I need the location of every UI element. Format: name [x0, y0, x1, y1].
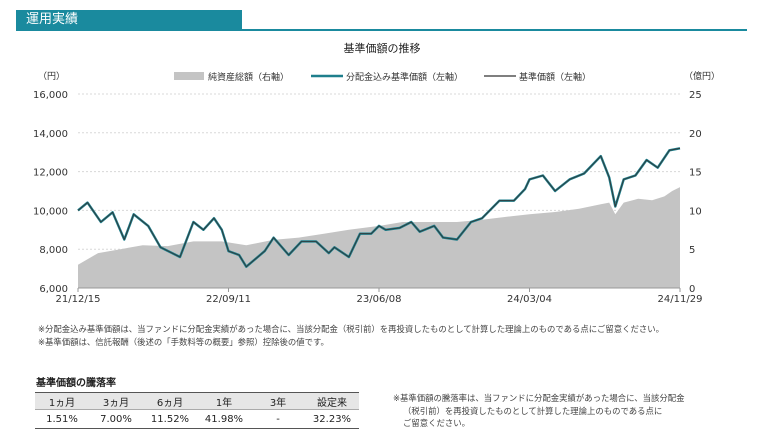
performance-title: 基準価額の騰落率 — [36, 378, 116, 389]
performance-value-row: 1.51% 7.00% 11.52% 41.98% - 32.23% — [35, 409, 359, 429]
x-tick-label: 24/11/29 — [658, 294, 703, 305]
x-tick-label: 21/12/15 — [56, 294, 101, 305]
value-1m: 1.51% — [35, 409, 89, 429]
legend-label-net-assets: 純資産総額（右軸） — [208, 71, 289, 83]
header-3m: 3ヵ月 — [89, 392, 143, 410]
performance-note: ※基準価額の騰落率は、当ファンドに分配金実績があった場合に、当該分配金 （税引前… — [393, 392, 685, 430]
right-tick-label: 10 — [689, 206, 702, 217]
section-header-bar — [16, 10, 242, 30]
performance-note-line-1: ※基準価額の騰落率は、当ファンドに分配金実績があった場合に、当該分配金 — [393, 393, 685, 403]
right-axis-unit: （億円） — [684, 70, 720, 82]
x-tick-label: 23/06/08 — [357, 294, 402, 305]
footnote-2: ※基準価額は、信託報酬（後述の「手数料等の概要」参照）控除後の値です。 — [38, 337, 329, 347]
right-tick-label: 20 — [689, 129, 702, 140]
left-tick-label: 16,000 — [33, 90, 68, 101]
value-1y: 41.98% — [197, 409, 251, 429]
net-assets-area — [78, 187, 680, 288]
performance-note-line-2: （税引前）を再投資したものとして計算した理論上のものである点に — [403, 405, 663, 416]
header-since-inception: 設定来 — [305, 392, 359, 410]
right-axis-ticks: 25 20 15 10 5 0 — [689, 90, 702, 295]
legend-swatch-net-assets — [174, 72, 204, 80]
left-tick-label: 8,000 — [39, 245, 68, 256]
performance-table: 1ヵ月 3ヵ月 6ヵ月 1年 3年 設定来 1.51% 7.00% 11.52%… — [35, 392, 359, 429]
left-tick-label: 6,000 — [39, 284, 68, 295]
header-6m: 6ヵ月 — [143, 392, 197, 410]
section-title: 運用実績 — [26, 12, 79, 27]
right-tick-label: 0 — [689, 284, 695, 295]
left-axis-ticks: 16,000 14,000 12,000 10,000 8,000 6,000 — [33, 90, 68, 295]
x-tick-label: 22/09/11 — [206, 294, 251, 305]
legend: 純資産総額（右軸） 分配金込み基準価額（左軸） 基準価額（左軸） — [174, 71, 591, 83]
section-header-rule — [16, 29, 747, 31]
left-tick-label: 12,000 — [33, 168, 68, 179]
header-3y: 3年 — [251, 392, 305, 410]
x-tick-label: 24/03/04 — [507, 294, 552, 305]
net-assets-area-layer — [78, 187, 680, 288]
price-lines-layer — [77, 147, 681, 268]
value-since-inception: 32.23% — [305, 409, 359, 429]
performance-note-line-3: ご留意ください。 — [403, 418, 470, 428]
value-3y: - — [251, 409, 305, 429]
header-1y: 1年 — [197, 392, 251, 410]
left-axis-unit: （円） — [38, 71, 65, 82]
performance-header-row: 1ヵ月 3ヵ月 6ヵ月 1年 3年 設定来 — [35, 392, 359, 410]
left-tick-label: 14,000 — [33, 129, 68, 140]
value-6m: 11.52% — [143, 409, 197, 429]
legend-label-nav: 基準価額（左軸） — [519, 71, 591, 83]
right-tick-label: 5 — [689, 245, 695, 256]
chart-title: 基準価額の推移 — [344, 41, 421, 55]
x-axis-ticks: 21/12/15 22/09/11 23/06/08 24/03/04 24/11/29 — [56, 288, 703, 305]
header-1m: 1ヵ月 — [35, 392, 89, 410]
footnote-1: ※分配金込み基準価額は、当ファンドに分配金実績があった場合に、当該分配金（税引前… — [38, 324, 665, 334]
left-tick-label: 10,000 — [33, 206, 68, 217]
nav-line — [77, 147, 681, 268]
right-tick-label: 15 — [689, 168, 702, 179]
value-3m: 7.00% — [89, 409, 143, 429]
nav-chart: 基準価額の推移 （円） （億円） 純資産総額（右軸） 分配金込み基準価額（左軸）… — [33, 41, 720, 305]
right-tick-label: 25 — [689, 90, 702, 101]
legend-label-nav-with-dist: 分配金込み基準価額（左軸） — [346, 71, 463, 83]
